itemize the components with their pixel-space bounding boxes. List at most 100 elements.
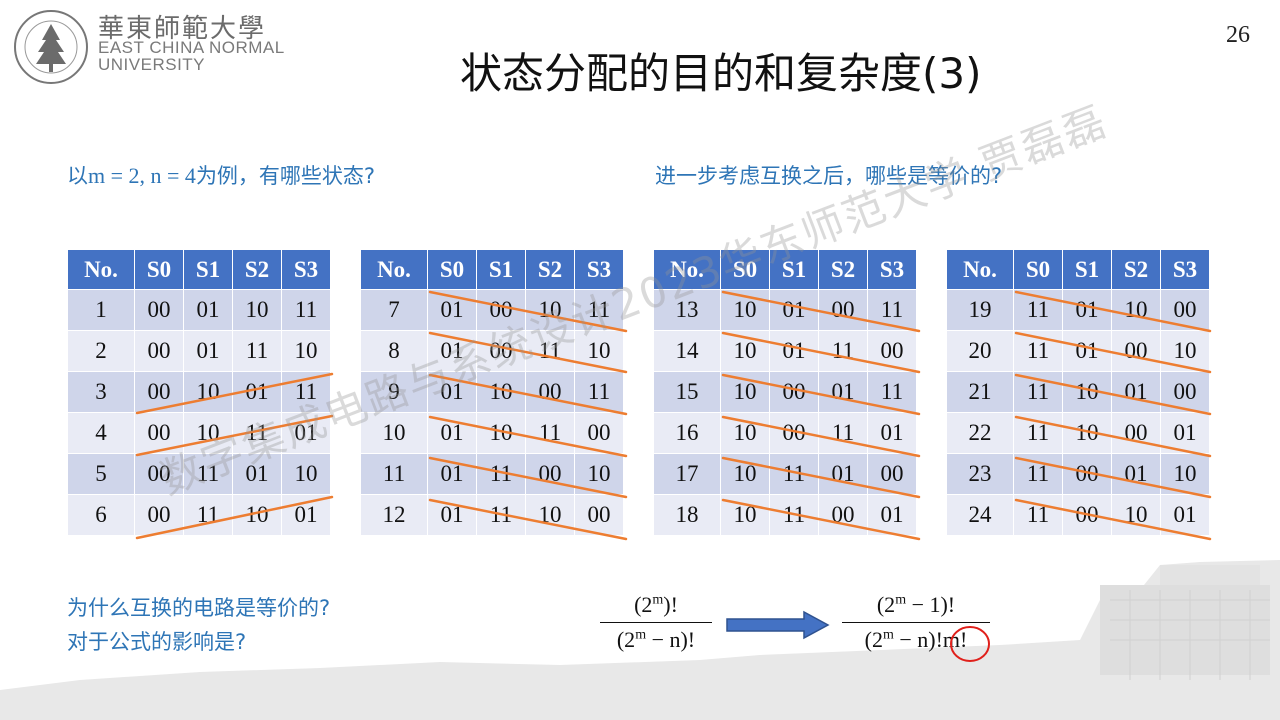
state-number-cell: 16	[653, 412, 721, 454]
column-header: S0	[134, 249, 184, 290]
formula-before: (2m)! (2m − n)!	[600, 592, 712, 653]
state-code-cell: 01	[1062, 330, 1112, 372]
state-number-cell: 12	[360, 494, 428, 536]
formula-before-numerator: (2m)!	[634, 592, 678, 617]
table-row: 23 11 00 01 10	[946, 453, 1210, 495]
state-number-cell: 4	[67, 412, 135, 454]
state-code-cell: 11	[1013, 371, 1063, 413]
state-code-cell: 00	[525, 453, 575, 495]
table-row: 19 11 01 10 00	[946, 289, 1210, 331]
column-header: S0	[1013, 249, 1063, 290]
question-example-states: 以m = 2, n = 4为例，有哪些状态?	[67, 160, 375, 190]
state-code-cell: 11	[476, 453, 526, 495]
state-code-cell: 11	[769, 494, 819, 536]
formula-after-denominator: (2m − n)!m!	[864, 627, 968, 652]
column-header: S2	[818, 249, 868, 290]
question-formula-impact: 对于公式的影响是?	[67, 630, 247, 654]
state-code-cell: 10	[720, 330, 770, 372]
column-header: S3	[281, 249, 331, 290]
table-row: 16 10 00 11 01	[653, 412, 917, 454]
state-table-4: No. S0 S1 S2 S3 19 11 01 10 00 20 11 01 00 10 21 11 10 01 0…	[946, 249, 1210, 536]
state-code-cell: 10	[525, 494, 575, 536]
state-code-cell: 10	[1160, 330, 1210, 372]
state-code-cell: 10	[232, 494, 282, 536]
state-code-cell: 10	[281, 453, 331, 495]
state-code-cell: 01	[1111, 453, 1161, 495]
table-header-row: No. S0 S1 S2 S3	[946, 249, 1210, 290]
logo-english-name-line1: EAST CHINA NORMAL	[98, 38, 285, 57]
column-header: S1	[769, 249, 819, 290]
state-code-cell: 01	[183, 289, 233, 331]
state-code-cell: 01	[1160, 494, 1210, 536]
column-header: S2	[1111, 249, 1161, 290]
state-code-cell: 11	[1013, 330, 1063, 372]
state-code-cell: 01	[281, 494, 331, 536]
state-number-cell: 8	[360, 330, 428, 372]
table-row: 22 11 10 00 01	[946, 412, 1210, 454]
table-row: 2 00 01 11 10	[67, 330, 331, 372]
state-number-cell: 2	[67, 330, 135, 372]
column-header: S2	[525, 249, 575, 290]
state-number-cell: 1	[67, 289, 135, 331]
state-code-cell: 01	[769, 330, 819, 372]
state-code-cell: 11	[1013, 412, 1063, 454]
state-code-cell: 00	[1160, 371, 1210, 413]
table-row: 21 11 10 01 00	[946, 371, 1210, 413]
column-header: No.	[946, 249, 1014, 290]
university-logo	[14, 10, 88, 84]
state-code-cell: 10	[1160, 453, 1210, 495]
state-code-cell: 11	[281, 289, 331, 331]
state-code-cell: 01	[818, 453, 868, 495]
state-number-cell: 20	[946, 330, 1014, 372]
state-code-cell: 01	[427, 494, 477, 536]
state-code-cell: 00	[134, 289, 184, 331]
state-code-cell: 10	[720, 371, 770, 413]
state-code-cell: 11	[769, 453, 819, 495]
column-header: S3	[574, 249, 624, 290]
state-number-cell: 13	[653, 289, 721, 331]
state-code-cell: 00	[1062, 453, 1112, 495]
column-header: S3	[867, 249, 917, 290]
state-number-cell: 9	[360, 371, 428, 413]
state-number-cell: 23	[946, 453, 1014, 495]
state-number-cell: 7	[360, 289, 428, 331]
column-header: S0	[720, 249, 770, 290]
state-code-cell: 10	[183, 371, 233, 413]
page-number: 26	[1226, 22, 1250, 48]
table-row: 14 10 01 11 00	[653, 330, 917, 372]
state-number-cell: 18	[653, 494, 721, 536]
state-number-cell: 22	[946, 412, 1014, 454]
table-row: 5 00 11 01 10	[67, 453, 331, 495]
state-number-cell: 6	[67, 494, 135, 536]
state-number-cell: 10	[360, 412, 428, 454]
state-code-cell: 01	[183, 330, 233, 372]
state-code-cell: 11	[867, 289, 917, 331]
column-header: No.	[653, 249, 721, 290]
state-code-cell: 11	[476, 494, 526, 536]
state-number-cell: 24	[946, 494, 1014, 536]
state-code-cell: 10	[1111, 494, 1161, 536]
column-header: No.	[67, 249, 135, 290]
state-code-cell: 00	[1160, 289, 1210, 331]
state-code-cell: 10	[281, 330, 331, 372]
state-code-cell: 01	[232, 453, 282, 495]
question-math: m = 2, n = 4	[88, 163, 196, 188]
formula-after: (2m − 1)! (2m − n)!m!	[842, 592, 990, 653]
state-code-cell: 00	[867, 330, 917, 372]
state-code-cell: 10	[1062, 371, 1112, 413]
state-number-cell: 15	[653, 371, 721, 413]
state-code-cell: 00	[867, 453, 917, 495]
state-code-cell: 11	[818, 330, 868, 372]
state-code-cell: 10	[720, 412, 770, 454]
question-prefix: 以	[67, 164, 88, 188]
state-code-cell: 11	[1013, 289, 1063, 331]
question-suffix: 为例，有哪些状态?	[195, 164, 376, 188]
state-code-cell: 11	[574, 371, 624, 413]
state-code-cell: 00	[818, 289, 868, 331]
column-header: S1	[183, 249, 233, 290]
table-header-row: No. S0 S1 S2 S3	[360, 249, 624, 290]
state-code-cell: 10	[720, 289, 770, 331]
state-code-cell: 11	[1013, 453, 1063, 495]
highlighted-m-factorial: m!	[942, 627, 968, 652]
